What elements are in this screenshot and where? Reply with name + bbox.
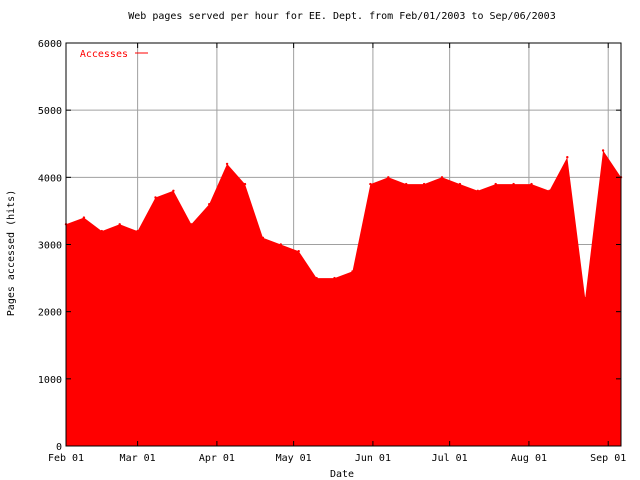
data-point bbox=[279, 243, 282, 246]
data-point bbox=[601, 149, 605, 152]
data-point bbox=[422, 182, 426, 186]
y-axis: 0 1000 2000 3000 4000 5000 6000 bbox=[38, 39, 621, 453]
x-tick-label: Feb 01 bbox=[48, 453, 84, 464]
chart-title: Web pages served per hour for EE. Dept. … bbox=[128, 11, 555, 22]
x-axis: Feb 01 Mar 01 Apr 01 May 01 Jun 01 Jul 01 Aug … bbox=[48, 43, 626, 464]
data-point bbox=[440, 176, 444, 179]
legend-label-accesses: Accesses bbox=[80, 49, 128, 60]
x-axis-title: Date bbox=[330, 469, 354, 480]
data-point bbox=[208, 203, 211, 206]
x-tick-label: Jul 01 bbox=[432, 453, 468, 464]
x-tick-label: Apr 01 bbox=[199, 453, 235, 464]
y-tick-label: 2000 bbox=[38, 308, 62, 319]
data-point bbox=[584, 297, 587, 300]
data-point bbox=[530, 182, 533, 186]
y-axis-title: Pages accessed (hits) bbox=[6, 190, 17, 316]
data-point bbox=[566, 156, 569, 159]
data-point bbox=[190, 223, 193, 226]
x-tick-label: Mar 01 bbox=[120, 453, 156, 464]
data-point bbox=[405, 182, 408, 186]
data-point bbox=[315, 276, 318, 280]
data-point bbox=[261, 236, 265, 239]
y-tick-label: 5000 bbox=[38, 106, 62, 117]
legend: Accesses bbox=[80, 49, 148, 60]
x-tick-label: Jun 01 bbox=[355, 453, 391, 464]
data-point bbox=[458, 182, 462, 186]
data-point bbox=[100, 229, 104, 233]
data-point bbox=[136, 229, 139, 233]
y-tick-label: 1000 bbox=[38, 375, 62, 386]
series-area bbox=[66, 150, 621, 446]
data-point bbox=[118, 223, 121, 226]
data-point bbox=[369, 182, 372, 186]
data-point bbox=[351, 270, 354, 273]
x-tick-label: May 01 bbox=[276, 453, 312, 464]
data-point bbox=[476, 189, 479, 192]
data-point bbox=[154, 196, 157, 199]
data-point bbox=[172, 189, 175, 192]
data-point bbox=[512, 182, 515, 186]
y-tick-label: 4000 bbox=[38, 173, 62, 184]
data-point bbox=[548, 189, 551, 192]
y-tick-label: 6000 bbox=[38, 39, 62, 50]
data-point bbox=[333, 276, 336, 280]
y-tick-label: 3000 bbox=[38, 241, 62, 252]
x-tick-label: Sep 01 bbox=[590, 453, 626, 464]
data-point bbox=[243, 182, 247, 186]
x-tick-label: Aug 01 bbox=[511, 453, 547, 464]
series-accesses bbox=[64, 149, 623, 446]
data-point bbox=[387, 176, 390, 179]
y-tick-label: 0 bbox=[56, 442, 62, 453]
data-point bbox=[494, 182, 497, 186]
data-point bbox=[82, 216, 86, 219]
data-point bbox=[225, 162, 229, 166]
data-point bbox=[297, 250, 300, 253]
